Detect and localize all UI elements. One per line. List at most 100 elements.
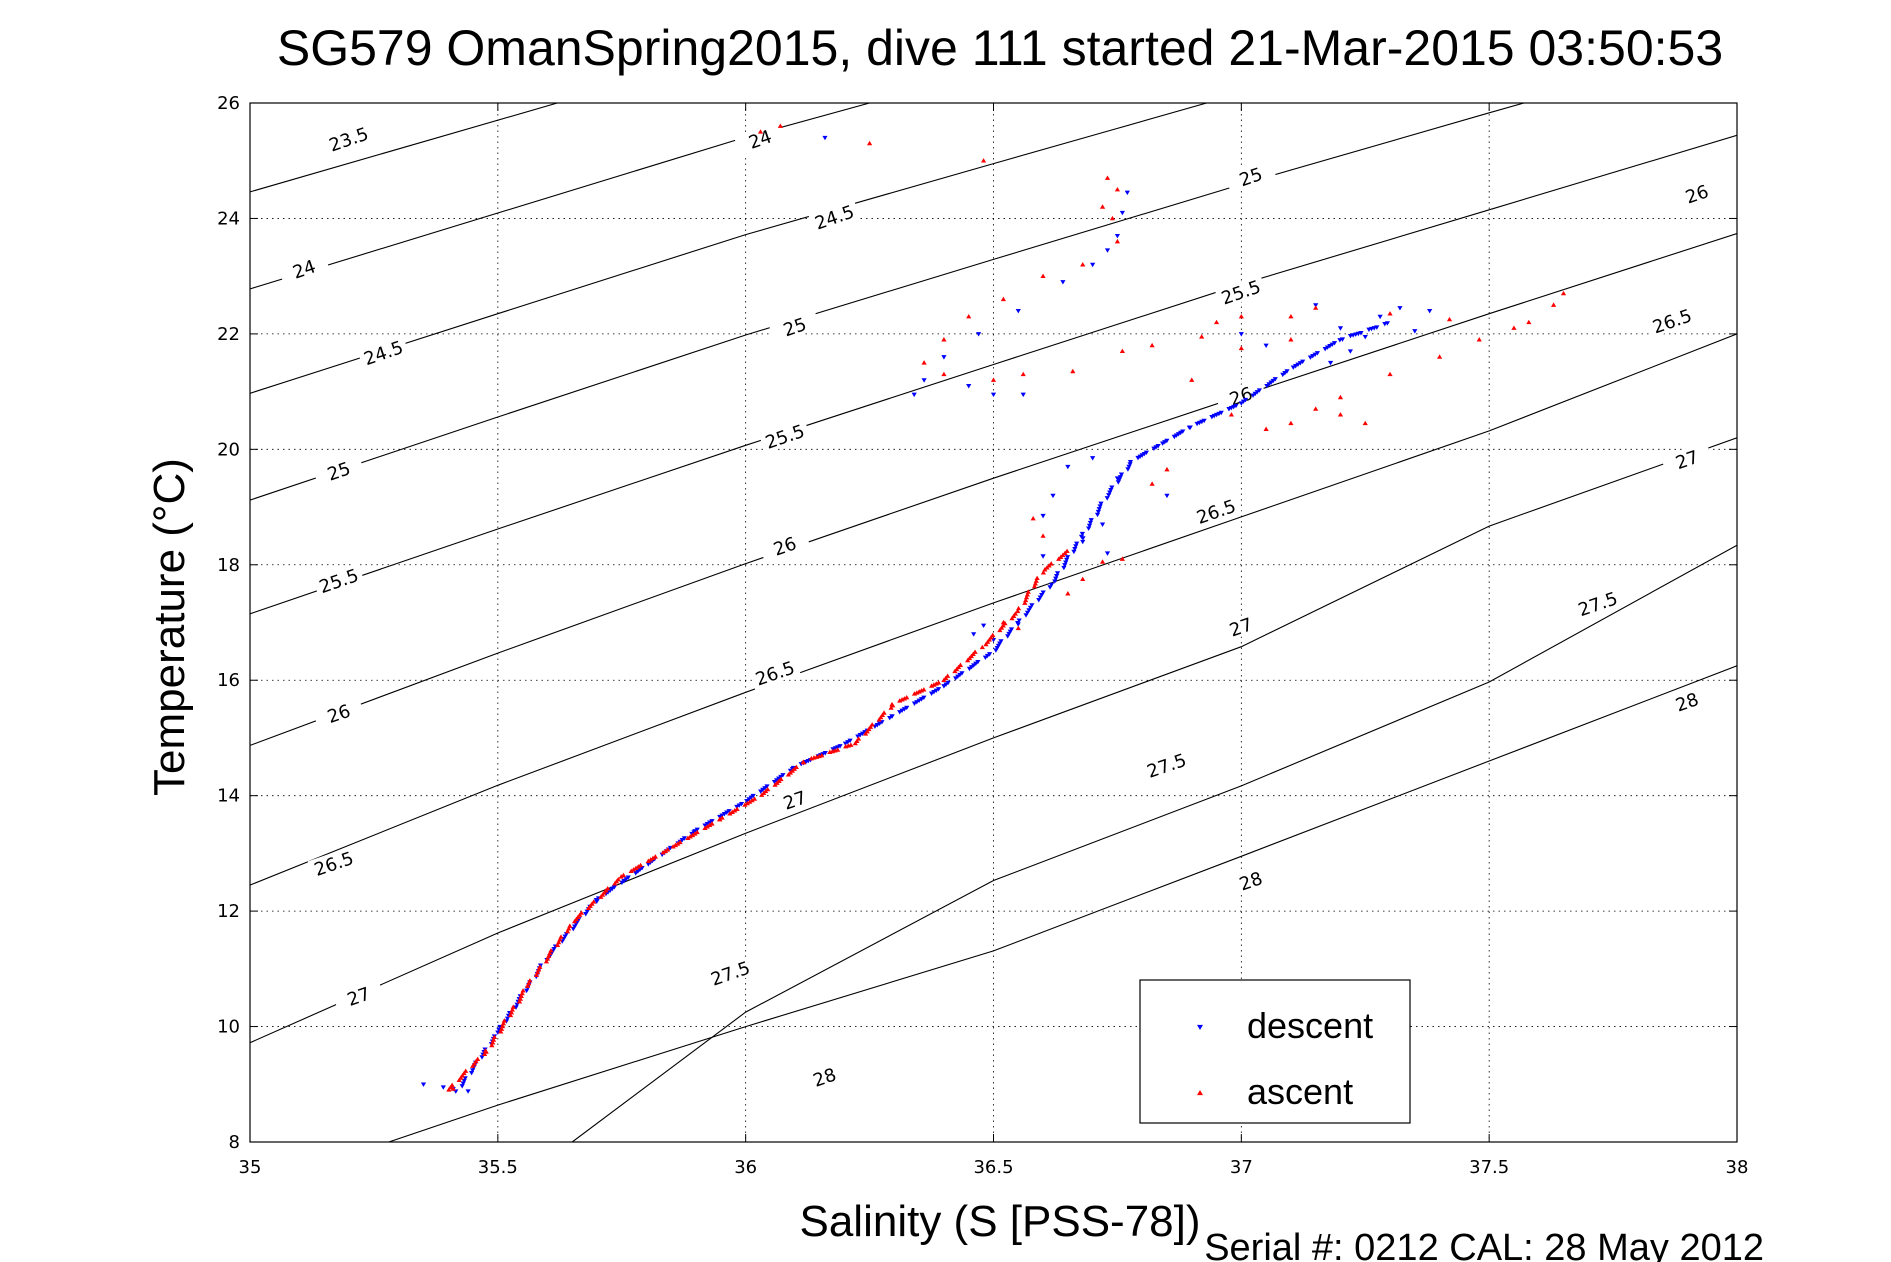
ascent-point [633,865,639,871]
axis-ticks: 35 35.5 36 36.5 37 37.5 38 8 10 12 14 16 18 20 22 24 26 [217,93,1748,1178]
ascent-point [889,701,895,707]
descent-point [935,687,942,692]
ascent-point [866,140,873,146]
x-tick-label: 37 [1230,1157,1253,1178]
descent-point [1427,308,1433,314]
descent-point [440,1085,446,1090]
ascent-point [709,821,715,826]
ascent-point [835,747,841,752]
descent-point [904,705,910,711]
ascent-point [1080,576,1086,582]
ascent-point [879,712,886,717]
descent-point [990,392,997,398]
descent-point [681,836,687,841]
descent-point [911,392,917,398]
contour-label-bg [1214,609,1267,644]
ascent-point [524,983,531,988]
y-tick-label: 14 [217,786,240,807]
descent-point [625,875,631,880]
ascent-point [1009,615,1015,621]
ascent-point [990,632,996,638]
contour-label-bg [1189,493,1242,529]
ascent-point [1114,186,1121,192]
contour-label-bg [1140,747,1193,783]
contour-label-bg [1224,158,1277,194]
descent-point [1358,331,1364,336]
ascent-point [864,728,870,734]
ascent-point [556,939,562,945]
descent-point [1143,450,1150,456]
descent-point [1079,531,1085,537]
ascent-point [510,1004,516,1009]
ascent-point [470,1063,476,1068]
descent-point [1124,190,1130,196]
ascent-point [1119,556,1125,561]
descent-point [1114,476,1121,481]
contour-label-bg [277,251,330,286]
descent-point [1098,501,1104,507]
ascent-point [921,687,927,692]
ascent-point [1551,302,1557,307]
contour-label-bg [357,334,410,370]
ascent-point [637,862,644,868]
descent-point [1090,456,1096,461]
ascent-point [1040,533,1046,538]
ascent-point [1012,611,1018,616]
ascent-point [972,649,978,654]
ascent-point [645,858,651,863]
ascent-point [1099,559,1106,564]
y-tick-label: 8 [229,1132,240,1153]
ascent-point [548,947,554,953]
ascent-point [1560,290,1567,296]
descent-point [998,639,1004,644]
ascent-point [489,1042,495,1048]
contour-label-bg [312,695,365,731]
x-axis-label: Salinity (S [PSS-78]) [799,1197,1200,1246]
ascent-point [1109,215,1116,221]
ascent-point [717,816,723,822]
ascent-point [935,680,942,685]
descent-point [1218,410,1224,416]
ascent-point [990,377,997,382]
descent-point [837,744,843,749]
descent-point [750,793,756,799]
descent-point [1050,493,1056,499]
ascent-point [704,824,710,829]
descent-point [959,671,965,676]
ascent-point [557,937,563,942]
descent-point [1074,541,1080,547]
legend-descent-marker [1197,1024,1203,1030]
descent-point [1164,493,1170,499]
descent-point [1155,443,1161,449]
ascent-point [463,1068,469,1073]
ascent-point [1313,305,1319,310]
ascent-point [547,950,553,956]
contour-label-bg [1660,441,1713,477]
descent-point [971,632,977,637]
descent-point [1087,520,1093,526]
ascent-point [1189,377,1195,382]
descent-point [1086,523,1093,529]
ascent-point [620,872,627,878]
ascent-point [665,847,671,852]
ascent-point [957,662,964,667]
ascent-point [744,800,750,806]
ascent-point [707,822,713,828]
ascent-point [446,1087,452,1092]
ascent-point [1000,623,1006,628]
descent-point [1347,349,1353,354]
descent-point [1008,627,1015,632]
ascent-point [490,1037,497,1042]
descent-point [1104,551,1111,556]
contour-label-bg [307,845,360,881]
descent-point [975,659,981,665]
y-tick-label: 24 [217,208,240,229]
density-contour-27 [250,437,1737,1044]
descent-point [726,809,732,814]
ascent-point [546,953,552,958]
ascent-point [605,885,611,891]
descent-point [1327,360,1334,366]
descent-point [1062,563,1068,568]
ascent-point [1362,420,1368,426]
ascent-point [564,928,571,934]
